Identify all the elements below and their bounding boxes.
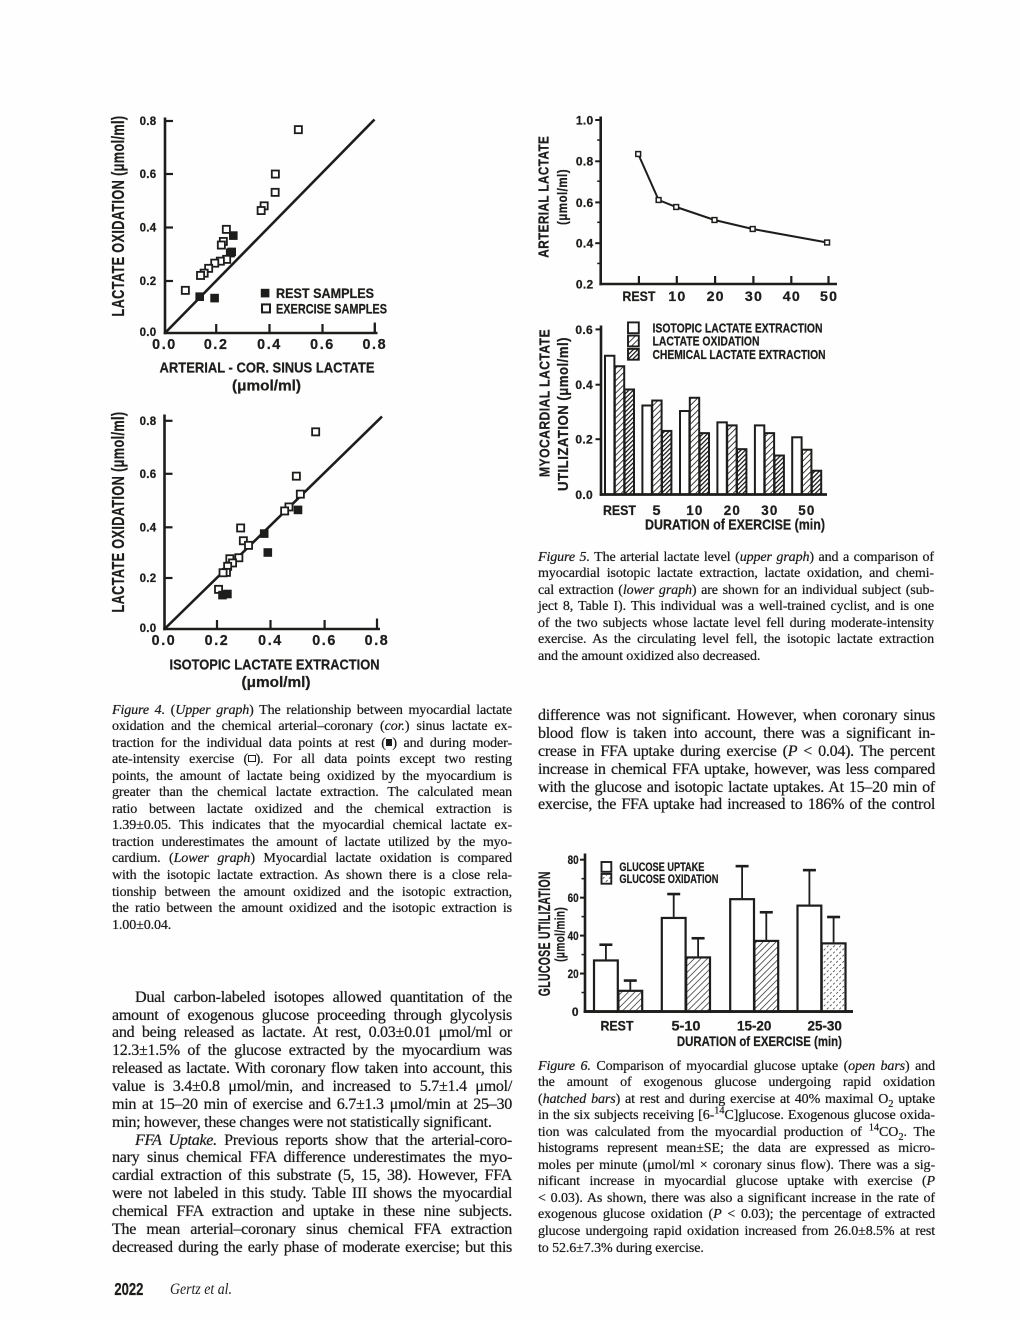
svg-text:LACTATE OXIDATION (μmol/ml): LACTATE OXIDATION (μmol/ml) bbox=[108, 115, 128, 316]
svg-text:0.2: 0.2 bbox=[205, 633, 230, 649]
svg-text:0.2: 0.2 bbox=[576, 277, 594, 291]
svg-text:1 0: 1 0 bbox=[686, 503, 702, 518]
svg-text:0.2: 0.2 bbox=[140, 573, 157, 585]
svg-text:REST SAMPLES: REST SAMPLES bbox=[276, 285, 374, 301]
svg-text:DURATION of EXERCISE (min): DURATION of EXERCISE (min) bbox=[677, 1033, 842, 1049]
svg-text:Gertz et al.: Gertz et al. bbox=[170, 1280, 232, 1298]
svg-text:EXERCISE SAMPLES: EXERCISE SAMPLES bbox=[276, 300, 387, 316]
svg-text:0.0: 0.0 bbox=[575, 488, 593, 502]
svg-text:3 0: 3 0 bbox=[745, 289, 762, 304]
svg-text:DURATION of EXERCISE (min): DURATION of EXERCISE (min) bbox=[645, 518, 825, 534]
svg-text:0.6: 0.6 bbox=[576, 196, 594, 210]
svg-text:1.0: 1.0 bbox=[576, 113, 594, 127]
svg-text:(μmol/ml): (μmol/ml) bbox=[232, 378, 301, 395]
svg-text:LACTATE OXIDATION: LACTATE OXIDATION bbox=[653, 334, 760, 349]
svg-text:5 0: 5 0 bbox=[820, 289, 837, 304]
svg-text:0.2: 0.2 bbox=[140, 276, 157, 288]
svg-text:0.6: 0.6 bbox=[140, 169, 157, 181]
svg-text:0.8: 0.8 bbox=[140, 116, 157, 128]
svg-text:LACTATE OXIDATION (μmol/ml): LACTATE OXIDATION (μmol/ml) bbox=[108, 412, 128, 613]
svg-text:25-30: 25-30 bbox=[807, 1018, 842, 1034]
svg-text:40: 40 bbox=[568, 929, 579, 943]
svg-text:0.8: 0.8 bbox=[365, 633, 390, 649]
svg-text:4 0: 4 0 bbox=[783, 289, 800, 304]
svg-text:2 0: 2 0 bbox=[724, 503, 740, 518]
svg-text:0.0: 0.0 bbox=[140, 623, 157, 635]
svg-text:UTILIZATION (μmol/ml): UTILIZATION (μmol/ml) bbox=[555, 337, 572, 491]
svg-text:ARTERIAL - COR. SINUS LACTATE: ARTERIAL - COR. SINUS LACTATE bbox=[160, 360, 375, 377]
svg-text:0.4: 0.4 bbox=[140, 523, 157, 535]
svg-text:REST: REST bbox=[622, 289, 656, 304]
svg-text:3 0: 3 0 bbox=[761, 503, 777, 518]
svg-text:0.0: 0.0 bbox=[152, 633, 177, 649]
svg-text:ISOTOPIC LACTATE EXTRACTION: ISOTOPIC LACTATE EXTRACTION bbox=[170, 657, 380, 674]
svg-text:REST: REST bbox=[601, 1018, 634, 1034]
svg-text:GLUCOSE UTILIZATION: GLUCOSE UTILIZATION bbox=[535, 871, 554, 996]
svg-text:(μmol/ml): (μmol/ml) bbox=[555, 169, 570, 225]
svg-text:GLUCOSE OXIDATION: GLUCOSE OXIDATION bbox=[619, 874, 718, 886]
svg-text:0.4: 0.4 bbox=[576, 237, 594, 251]
svg-text:0.8: 0.8 bbox=[140, 416, 157, 428]
svg-text:20: 20 bbox=[568, 967, 579, 981]
svg-text:(μmol/ml): (μmol/ml) bbox=[242, 674, 311, 691]
svg-text:5: 5 bbox=[653, 503, 662, 518]
svg-text:0.2: 0.2 bbox=[204, 337, 229, 353]
svg-text:2022: 2022 bbox=[114, 1279, 143, 1299]
svg-text:80: 80 bbox=[568, 853, 579, 867]
svg-text:MYOCARDIAL LACTATE: MYOCARDIAL LACTATE bbox=[537, 329, 554, 477]
svg-text:0.8: 0.8 bbox=[362, 337, 387, 353]
svg-text:REST: REST bbox=[603, 503, 637, 518]
svg-text:0.8: 0.8 bbox=[576, 155, 594, 169]
svg-text:0.0: 0.0 bbox=[140, 327, 157, 339]
svg-text:2 0: 2 0 bbox=[707, 289, 724, 304]
svg-text:0: 0 bbox=[572, 1005, 579, 1019]
svg-text:5-10: 5-10 bbox=[672, 1018, 701, 1034]
svg-text:(μmol/min): (μmol/min) bbox=[552, 907, 568, 962]
svg-text:0.6: 0.6 bbox=[575, 323, 593, 337]
svg-text:CHEMICAL LACTATE EXTRACTION: CHEMICAL LACTATE EXTRACTION bbox=[653, 347, 826, 362]
svg-text:0.4: 0.4 bbox=[140, 223, 157, 235]
svg-text:0.6: 0.6 bbox=[140, 469, 157, 481]
svg-text:0.4: 0.4 bbox=[258, 633, 283, 649]
svg-text:60: 60 bbox=[568, 891, 579, 905]
svg-text:ARTERIAL LACTATE: ARTERIAL LACTATE bbox=[536, 136, 553, 258]
svg-text:0.4: 0.4 bbox=[257, 337, 282, 353]
svg-text:1 0: 1 0 bbox=[668, 289, 685, 304]
svg-text:0.0: 0.0 bbox=[152, 337, 177, 353]
svg-text:15-20: 15-20 bbox=[737, 1018, 772, 1034]
svg-text:0.6: 0.6 bbox=[310, 337, 335, 353]
svg-text:0.6: 0.6 bbox=[312, 633, 337, 649]
svg-text:0.4: 0.4 bbox=[575, 378, 593, 392]
svg-text:GLUCOSE UPTAKE: GLUCOSE UPTAKE bbox=[619, 862, 704, 874]
svg-text:0.2: 0.2 bbox=[575, 433, 593, 447]
svg-text:ISOTOPIC LACTATE EXTRACTION: ISOTOPIC LACTATE EXTRACTION bbox=[653, 321, 823, 336]
svg-text:5 0: 5 0 bbox=[798, 503, 814, 518]
